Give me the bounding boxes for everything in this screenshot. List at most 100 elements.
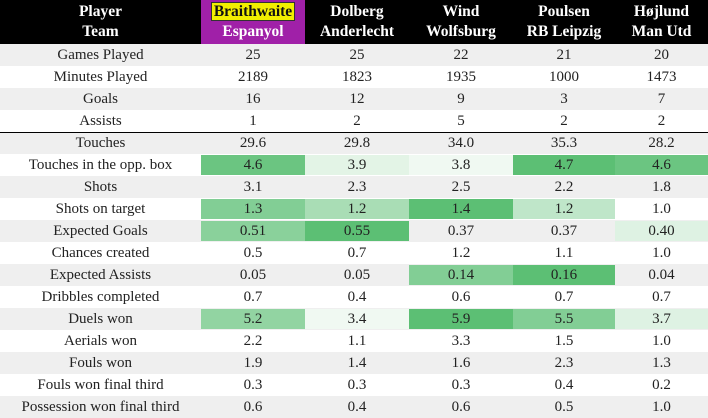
stat-cell: 21	[556, 47, 572, 63]
row-label: Aerials won	[64, 333, 137, 349]
stat-cell: 1.5	[554, 333, 574, 349]
header-player-column-hojlund: Højlund Man Utd	[615, 0, 708, 44]
stat-cell: 1.2	[513, 199, 615, 219]
table-row: Possession won final third 0.6 0.4 0.6 0.5 1.…	[0, 396, 708, 418]
stat-cell: 0.51	[201, 221, 305, 241]
player-name: Poulsen	[538, 3, 590, 20]
stat-cell: 0.37	[550, 223, 578, 239]
table-row: Goals 16 12 9 3 7	[0, 88, 708, 110]
stat-cell: 2.2	[243, 333, 263, 349]
stat-cell: 1.1	[554, 245, 574, 261]
row-label: Possession won final third	[21, 399, 180, 415]
table-row: Touches in the opp. box 4.6 3.9 3.8 4.7 4.6	[0, 154, 708, 176]
table-row: Chances created 0.5 0.7 1.2 1.1 1.0	[0, 242, 708, 264]
stat-cell: 3.9	[305, 155, 409, 175]
header-team-label: Team	[82, 23, 119, 40]
header-player-label: Player	[78, 3, 123, 20]
player-team: Espanyol	[222, 23, 284, 40]
table-row: Minutes Played 2189 1823 1935 1000 1473	[0, 66, 708, 88]
stat-cell: 1.9	[243, 355, 263, 371]
header-player-column-wind: Wind Wolfsburg	[409, 0, 513, 44]
stat-cell: 1.2	[451, 245, 471, 261]
stat-cell: 1000	[549, 69, 579, 85]
section-divider	[0, 132, 708, 133]
stat-cell: 35.3	[550, 135, 578, 151]
row-label: Assists	[79, 113, 122, 129]
stat-cell: 0.5	[554, 399, 574, 415]
stat-cell: 2.3	[347, 179, 367, 195]
stat-cell: 1	[249, 113, 257, 129]
stat-cell: 5.5	[513, 309, 615, 329]
table-row: Duels won 5.2 3.4 5.9 5.5 3.7	[0, 308, 708, 330]
stat-cell: 4.6	[615, 155, 708, 175]
stat-cell: 0.4	[347, 399, 367, 415]
stat-cell: 3	[560, 91, 568, 107]
stat-cell: 0.6	[451, 399, 471, 415]
stat-cell: 34.0	[447, 135, 475, 151]
stat-cell: 29.6	[239, 135, 267, 151]
table-row: Assists 1 2 5 2 2	[0, 110, 708, 132]
stat-cell: 25	[245, 47, 261, 63]
table-row: Expected Assists 0.05 0.05 0.14 0.16 0.04	[0, 264, 708, 286]
stat-cell: 2189	[238, 69, 268, 85]
stat-cell: 22	[453, 47, 469, 63]
stat-cell: 3.7	[615, 309, 708, 329]
stat-cell: 0.6	[451, 289, 471, 305]
stat-cell: 5.9	[409, 309, 513, 329]
table-row: Touches 29.6 29.8 34.0 35.3 28.2	[0, 132, 708, 154]
stat-cell: 1823	[342, 69, 372, 85]
table-row: Shots 3.1 2.3 2.5 2.2 1.8	[0, 176, 708, 198]
stat-cell: 1.4	[347, 355, 367, 371]
stat-cell: 3.4	[305, 309, 409, 329]
stat-cell: 0.40	[615, 221, 708, 241]
header-player-column-dolberg: Dolberg Anderlecht	[305, 0, 409, 44]
stat-cell: 1.6	[451, 355, 471, 371]
stat-cell: 16	[245, 91, 261, 107]
row-label: Expected Assists	[49, 267, 152, 283]
stat-cell: 0.04	[648, 267, 675, 283]
stat-cell: 0.4	[347, 289, 367, 305]
row-label: Fouls won	[69, 355, 132, 371]
stat-cell: 2	[353, 113, 361, 129]
stat-cell: 3.3	[451, 333, 471, 349]
stat-cell: 0.4	[554, 377, 574, 393]
stat-cell: 1.1	[347, 333, 367, 349]
stat-cell: 0.5	[243, 245, 263, 261]
row-label: Shots on target	[55, 201, 146, 217]
stat-cell: 0.2	[652, 377, 671, 393]
stat-cell: 5.2	[201, 309, 305, 329]
row-label: Shots	[83, 179, 118, 195]
stat-cell: 0.37	[447, 223, 475, 239]
table-row: Dribbles completed 0.7 0.4 0.6 0.7 0.7	[0, 286, 708, 308]
player-name: Højlund	[633, 3, 690, 20]
stat-cell: 1.4	[409, 199, 513, 219]
row-label: Touches	[75, 135, 126, 151]
stat-cell: 9	[457, 91, 465, 107]
table-header: Player Team Braithwaite Espanyol Dolberg…	[0, 0, 708, 44]
stat-cell: 1473	[646, 69, 677, 85]
stat-cell: 1.2	[305, 199, 409, 219]
stat-cell: 0.7	[347, 245, 367, 261]
stat-cell: 0.7	[554, 289, 574, 305]
stat-cell: 3.8	[409, 155, 513, 175]
stat-cell: 0.14	[409, 265, 513, 285]
row-label: Touches in the opp. box	[28, 157, 173, 173]
stat-cell: 0.3	[451, 377, 471, 393]
stat-cell: 2	[560, 113, 568, 129]
stat-cell: 4.7	[513, 155, 615, 175]
row-label: Chances created	[51, 245, 150, 261]
row-label: Expected Goals	[53, 223, 148, 239]
stat-cell: 0.6	[243, 399, 263, 415]
stat-cell: 1.0	[652, 245, 671, 261]
stat-cell: 0.3	[347, 377, 367, 393]
stat-cell: 0.55	[305, 221, 409, 241]
player-team: Anderlecht	[319, 23, 395, 40]
stat-cell: 25	[349, 47, 365, 63]
row-label: Dribbles completed	[41, 289, 160, 305]
table-row: Expected Goals 0.51 0.55 0.37 0.37 0.40	[0, 220, 708, 242]
stat-cell: 0.3	[243, 377, 263, 393]
stat-cell: 3.1	[243, 179, 263, 195]
table-row: Aerials won 2.2 1.1 3.3 1.5 1.0	[0, 330, 708, 352]
header-player-column-poulsen: Poulsen RB Leipzig	[513, 0, 615, 44]
